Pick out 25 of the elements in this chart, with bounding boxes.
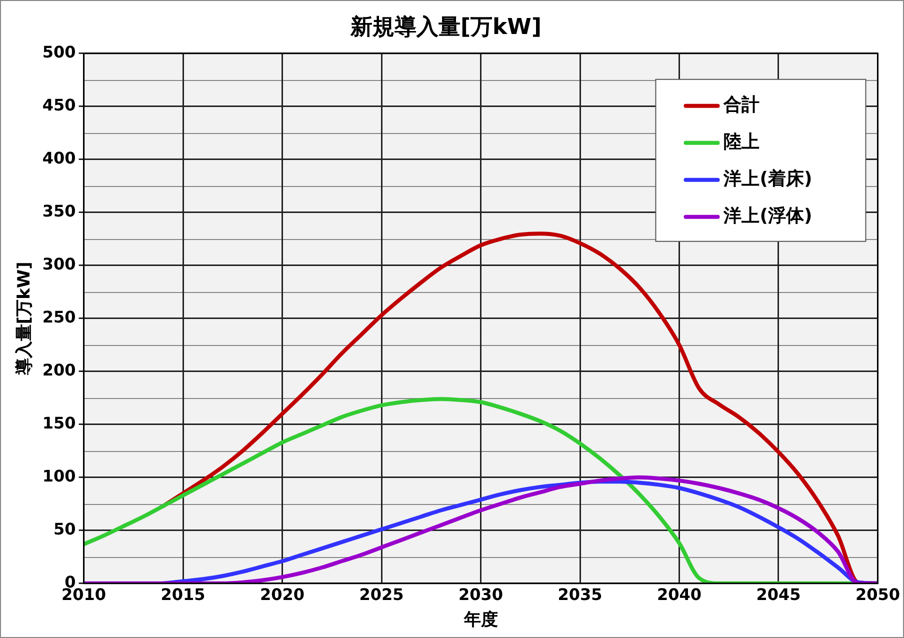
x-tick-label: 2015 xyxy=(160,585,206,604)
legend-label: 洋上(浮体) xyxy=(722,206,812,227)
legend-label: 合計 xyxy=(722,94,760,116)
y-axis-title: 導入量[万kW] xyxy=(14,262,35,376)
y-tick-label: 450 xyxy=(42,96,76,115)
x-tick-label: 2030 xyxy=(458,585,504,604)
y-tick-label: 200 xyxy=(42,360,76,380)
x-tick-label: 2040 xyxy=(656,585,702,604)
y-tick-label: 300 xyxy=(42,254,76,274)
x-tick-label: 2020 xyxy=(260,585,305,604)
y-tick-label: 250 xyxy=(42,308,76,327)
y-tick-label: 100 xyxy=(42,466,76,486)
y-tick-label: 150 xyxy=(42,414,76,433)
x-tick-label: 2045 xyxy=(756,585,801,604)
x-axis-title: 年度 xyxy=(462,610,498,630)
x-tick-label: 2050 xyxy=(855,585,900,604)
chart-title: 新規導入量[万kW] xyxy=(349,14,542,40)
legend-label: 陸上 xyxy=(724,132,760,153)
legend-label: 洋上(着床) xyxy=(722,168,812,190)
y-tick-label: 350 xyxy=(42,202,76,221)
y-tick-label: 50 xyxy=(54,520,76,539)
y-tick-label: 400 xyxy=(42,148,76,168)
y-tick-label: 500 xyxy=(42,42,76,62)
x-tick-label: 2035 xyxy=(558,585,602,604)
x-tick-label: 2025 xyxy=(359,585,404,604)
